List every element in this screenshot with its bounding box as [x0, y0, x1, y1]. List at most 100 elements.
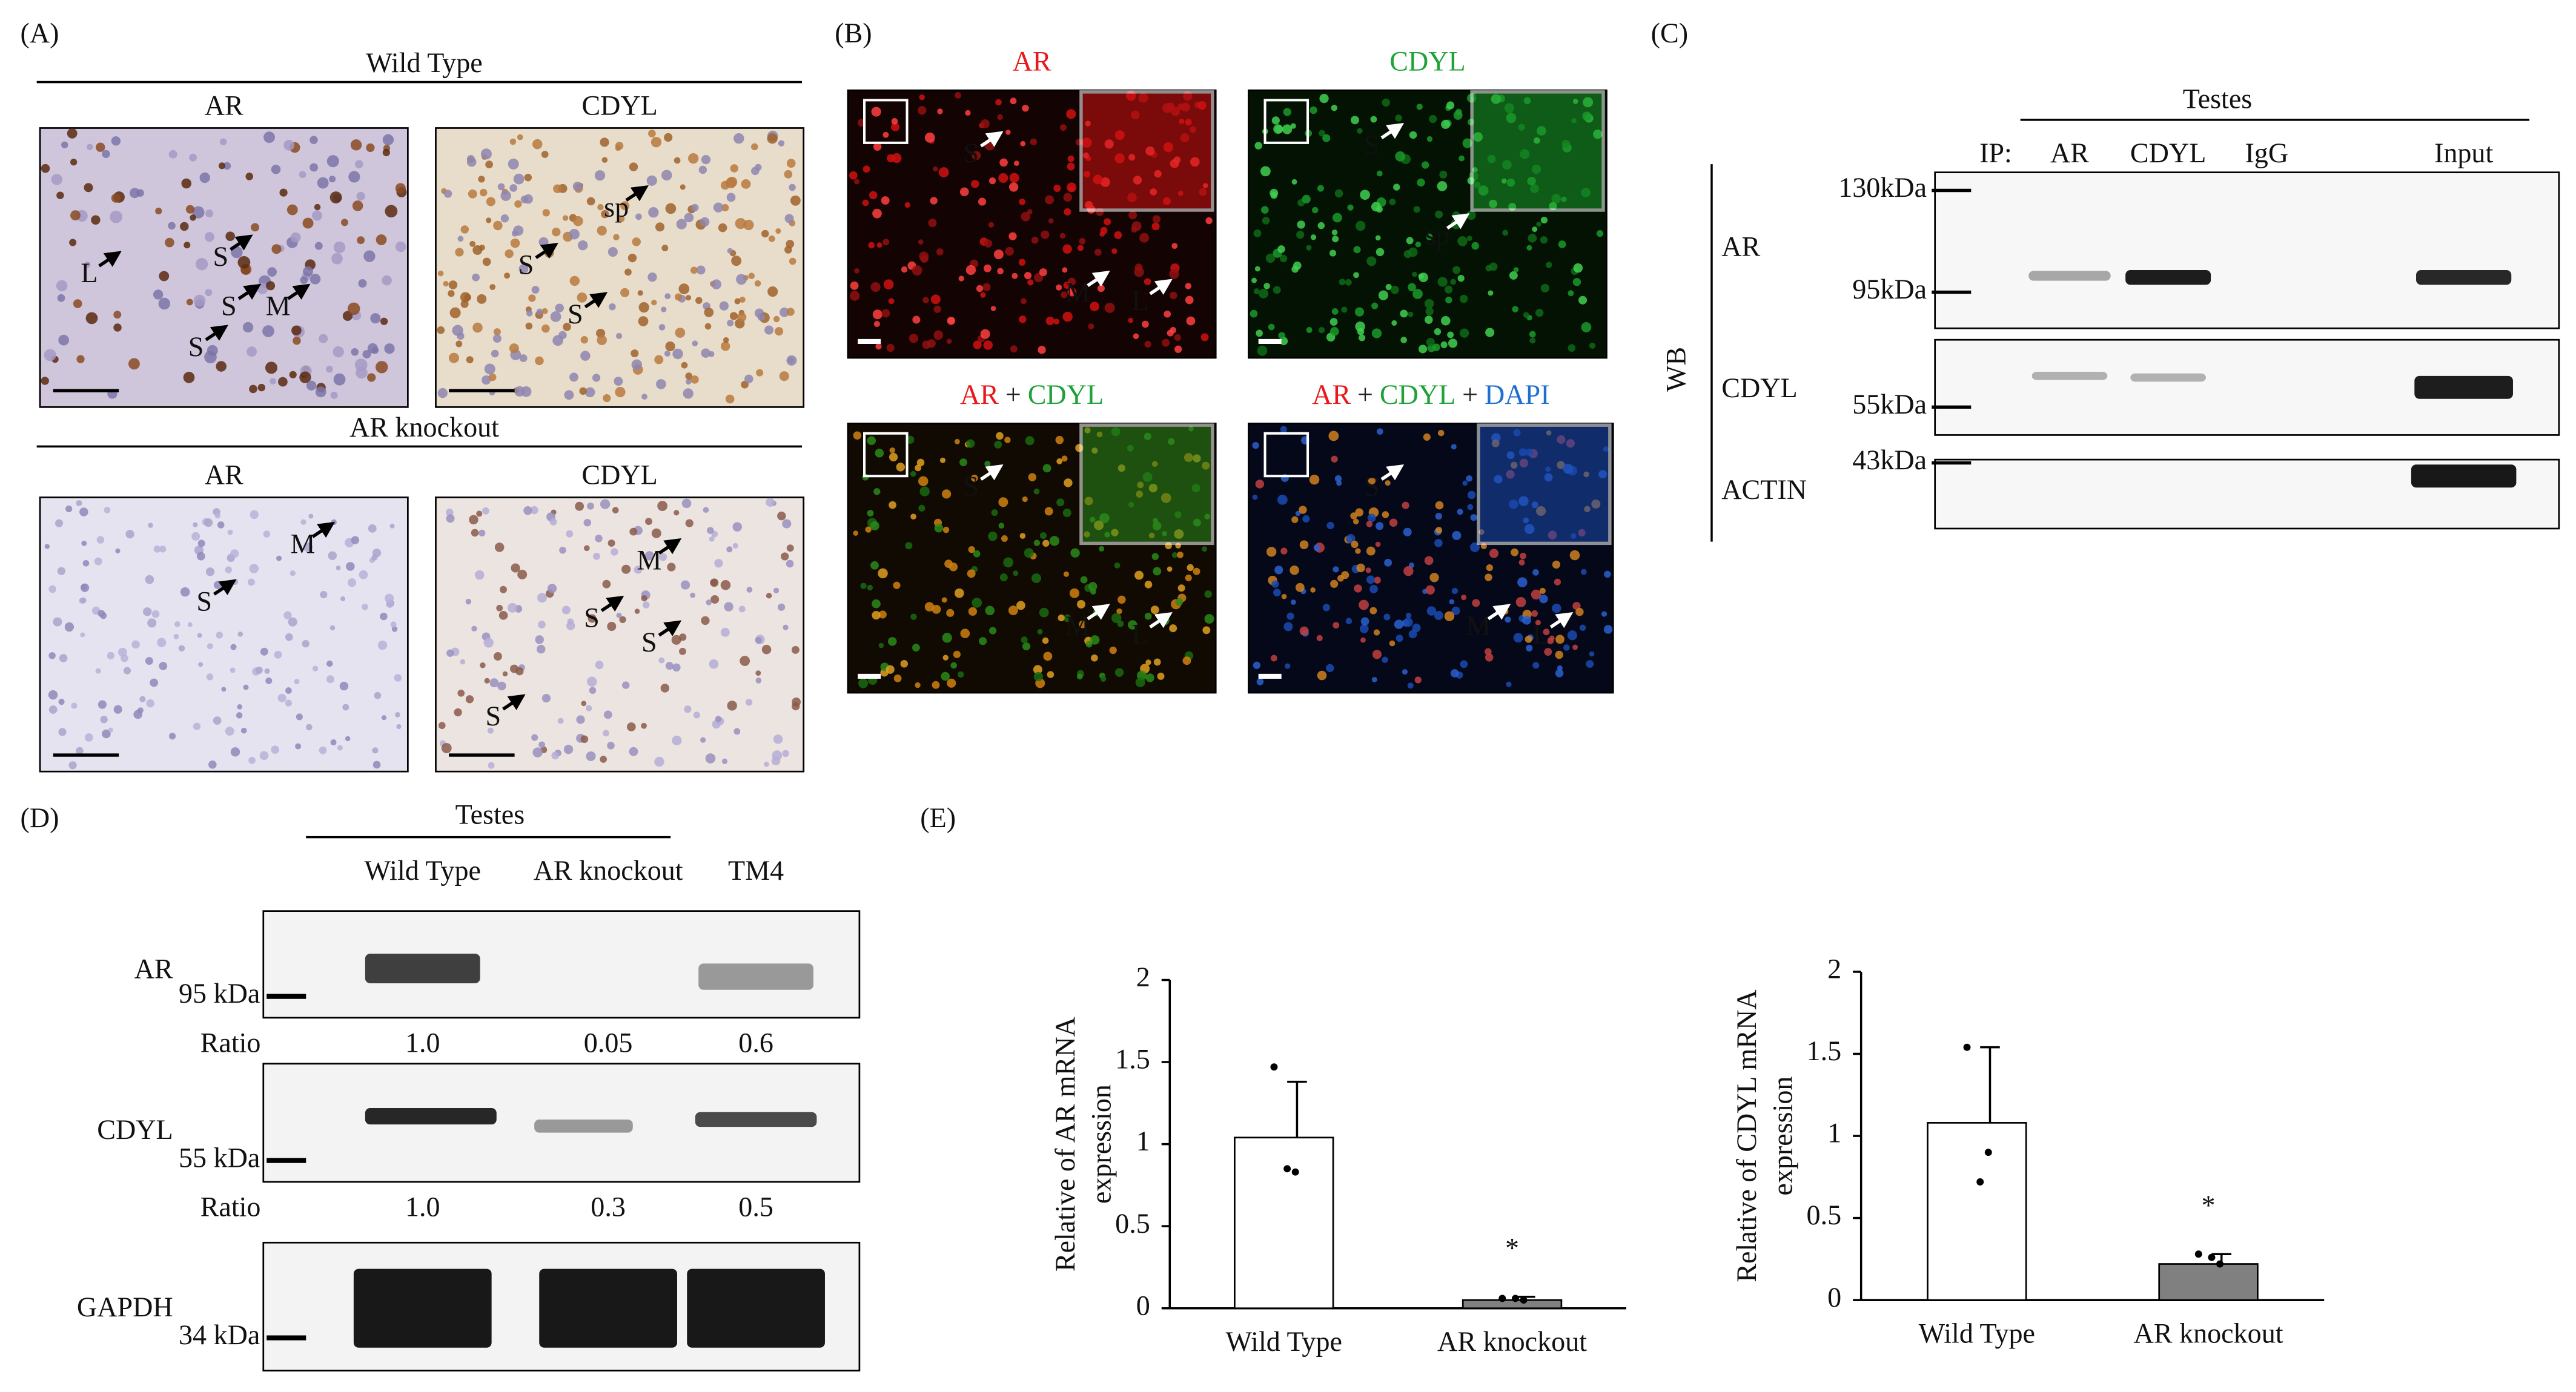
cell [746, 587, 753, 593]
cell [96, 536, 105, 544]
cell [849, 171, 858, 180]
cell [1402, 501, 1409, 509]
cell [686, 378, 692, 385]
cell [1445, 296, 1452, 304]
cell [91, 215, 101, 225]
cell [381, 715, 387, 721]
cell [509, 184, 518, 192]
cell [102, 150, 110, 158]
cell [488, 373, 497, 381]
cell [437, 270, 444, 277]
cell [1451, 606, 1460, 615]
cell [1375, 541, 1381, 547]
cell [1448, 338, 1458, 348]
cell [87, 143, 93, 151]
cell [982, 283, 991, 291]
cell [1033, 671, 1043, 682]
cell [1162, 338, 1170, 347]
cell [786, 308, 795, 316]
cell [1513, 267, 1519, 272]
cell [455, 340, 463, 348]
cell [869, 191, 878, 200]
cell [496, 604, 503, 612]
cell [1444, 611, 1455, 621]
cell [500, 190, 511, 201]
cell [76, 747, 84, 755]
cell [1135, 677, 1145, 687]
cell [573, 216, 583, 226]
cell [1030, 138, 1038, 146]
cell [242, 322, 254, 333]
cell [973, 340, 982, 349]
cell [764, 325, 774, 335]
cell [595, 661, 604, 670]
cell [1532, 662, 1540, 669]
cell [642, 601, 650, 609]
cell [454, 708, 462, 717]
cell [920, 254, 929, 263]
arrow [286, 283, 311, 300]
panel-label: (E) [920, 802, 956, 833]
cell [594, 170, 606, 181]
cell [651, 299, 657, 306]
cell [333, 241, 346, 254]
cell [707, 527, 714, 534]
cell [701, 154, 711, 165]
cell [755, 678, 762, 684]
band [2416, 269, 2512, 285]
cell [1295, 510, 1301, 516]
cell [443, 280, 449, 287]
cell [679, 633, 687, 641]
cell [672, 735, 682, 746]
marker-label: 43kDa [1852, 444, 1927, 475]
cell [566, 530, 574, 538]
cell [471, 625, 477, 632]
cell [185, 205, 195, 214]
cell [621, 681, 630, 689]
cell [197, 539, 205, 547]
cell [1134, 570, 1144, 580]
cell [279, 188, 288, 197]
cell [1167, 566, 1173, 572]
cell [849, 291, 860, 301]
image-label: M [266, 290, 291, 321]
cell [489, 284, 496, 290]
cell [658, 657, 665, 664]
cell [96, 142, 105, 152]
cell [80, 597, 87, 604]
column-title: CDYL [581, 460, 657, 490]
cell [1128, 317, 1134, 323]
cell [157, 638, 167, 647]
cell [933, 166, 938, 172]
image-label: S [568, 299, 583, 329]
group-title: Testes [455, 799, 525, 830]
cell [1333, 622, 1340, 629]
cell [580, 336, 588, 344]
cell [631, 349, 639, 358]
cell [121, 654, 128, 662]
cell [1415, 242, 1422, 248]
cell [1405, 612, 1412, 619]
cell [125, 530, 134, 539]
cell [460, 225, 469, 234]
cell [255, 666, 263, 674]
cell [65, 505, 73, 513]
cell [1254, 142, 1262, 150]
cell [1003, 557, 1013, 568]
image-title: CDYL [1389, 45, 1465, 76]
cell [600, 756, 607, 763]
cell [1056, 458, 1063, 464]
cell [1402, 669, 1408, 675]
cell [478, 176, 485, 183]
cell [1019, 315, 1027, 323]
cell [130, 188, 140, 199]
cell [1008, 232, 1017, 240]
cell [1360, 617, 1369, 626]
cell [889, 501, 896, 509]
cell [69, 239, 77, 246]
cell [41, 163, 50, 173]
cell [680, 184, 686, 190]
cell [515, 667, 524, 676]
cell [1580, 569, 1587, 575]
cell [1426, 233, 1433, 240]
